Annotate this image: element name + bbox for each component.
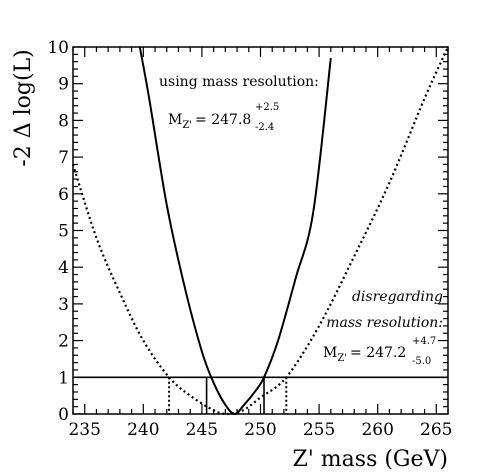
resolution-header: using mass resolution:	[159, 74, 319, 90]
resolution-result: MZ' = 247.8	[168, 112, 251, 131]
x-tick-label: 265	[420, 420, 452, 440]
resolution-symbol: M	[168, 112, 182, 128]
y-tick-label: 9	[58, 75, 69, 95]
y-tick-label: 7	[58, 148, 69, 168]
x-axis-ticks: 235 240 245 250 255 260 265	[68, 47, 453, 440]
x-tick-label: 235	[68, 420, 100, 440]
resolution-plus-error: +2.5	[255, 102, 279, 113]
y-tick-label: 2	[58, 332, 69, 352]
dotted-likelihood-curve	[71, 46, 450, 416]
x-tick-label: 245	[186, 420, 218, 440]
y-axis-title: -2 Δ log(L)	[11, 49, 36, 166]
resolution-value: = 247.8	[195, 112, 251, 128]
drop-lines	[168, 377, 288, 414]
x-tick-label: 260	[361, 420, 393, 440]
y-tick-label: 5	[58, 222, 69, 242]
noresolution-plus-error: +4.7	[412, 336, 436, 347]
likelihood-curves	[71, 46, 450, 416]
y-tick-label: 3	[58, 295, 69, 315]
x-tick-label: 255	[303, 420, 335, 440]
y-tick-label: 10	[47, 38, 69, 58]
y-tick-label: 6	[58, 185, 69, 205]
noresolution-result: MZ' = 247.2	[323, 345, 406, 364]
y-tick-label: 1	[58, 368, 69, 388]
noresolution-minus-error: -5.0	[412, 356, 431, 367]
noresolution-subscript: Z'	[337, 353, 347, 364]
x-axis-title: Z' mass (GeV)	[292, 447, 448, 472]
y-axis-ticks: 0 1 2 3 4 5 6 7 8 9 10	[47, 38, 448, 425]
y-tick-label: 4	[58, 258, 69, 278]
y-tick-label: 8	[58, 111, 69, 131]
x-tick-label: 240	[127, 420, 159, 440]
noresolution-line2: mass resolution:	[326, 315, 443, 331]
x-tick-label: 250	[244, 420, 276, 440]
noresolution-line1: disregarding	[352, 289, 443, 305]
solid-likelihood-curve	[138, 46, 332, 416]
resolution-minus-error: -2.4	[255, 122, 274, 133]
noresolution-value: = 247.2	[350, 345, 406, 361]
resolution-subscript: Z'	[182, 120, 192, 131]
y-tick-label: 0	[58, 405, 69, 425]
noresolution-symbol: M	[323, 345, 337, 361]
